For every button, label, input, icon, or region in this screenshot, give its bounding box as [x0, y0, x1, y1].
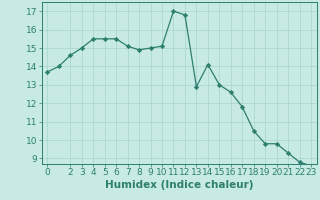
X-axis label: Humidex (Indice chaleur): Humidex (Indice chaleur) — [105, 180, 253, 190]
